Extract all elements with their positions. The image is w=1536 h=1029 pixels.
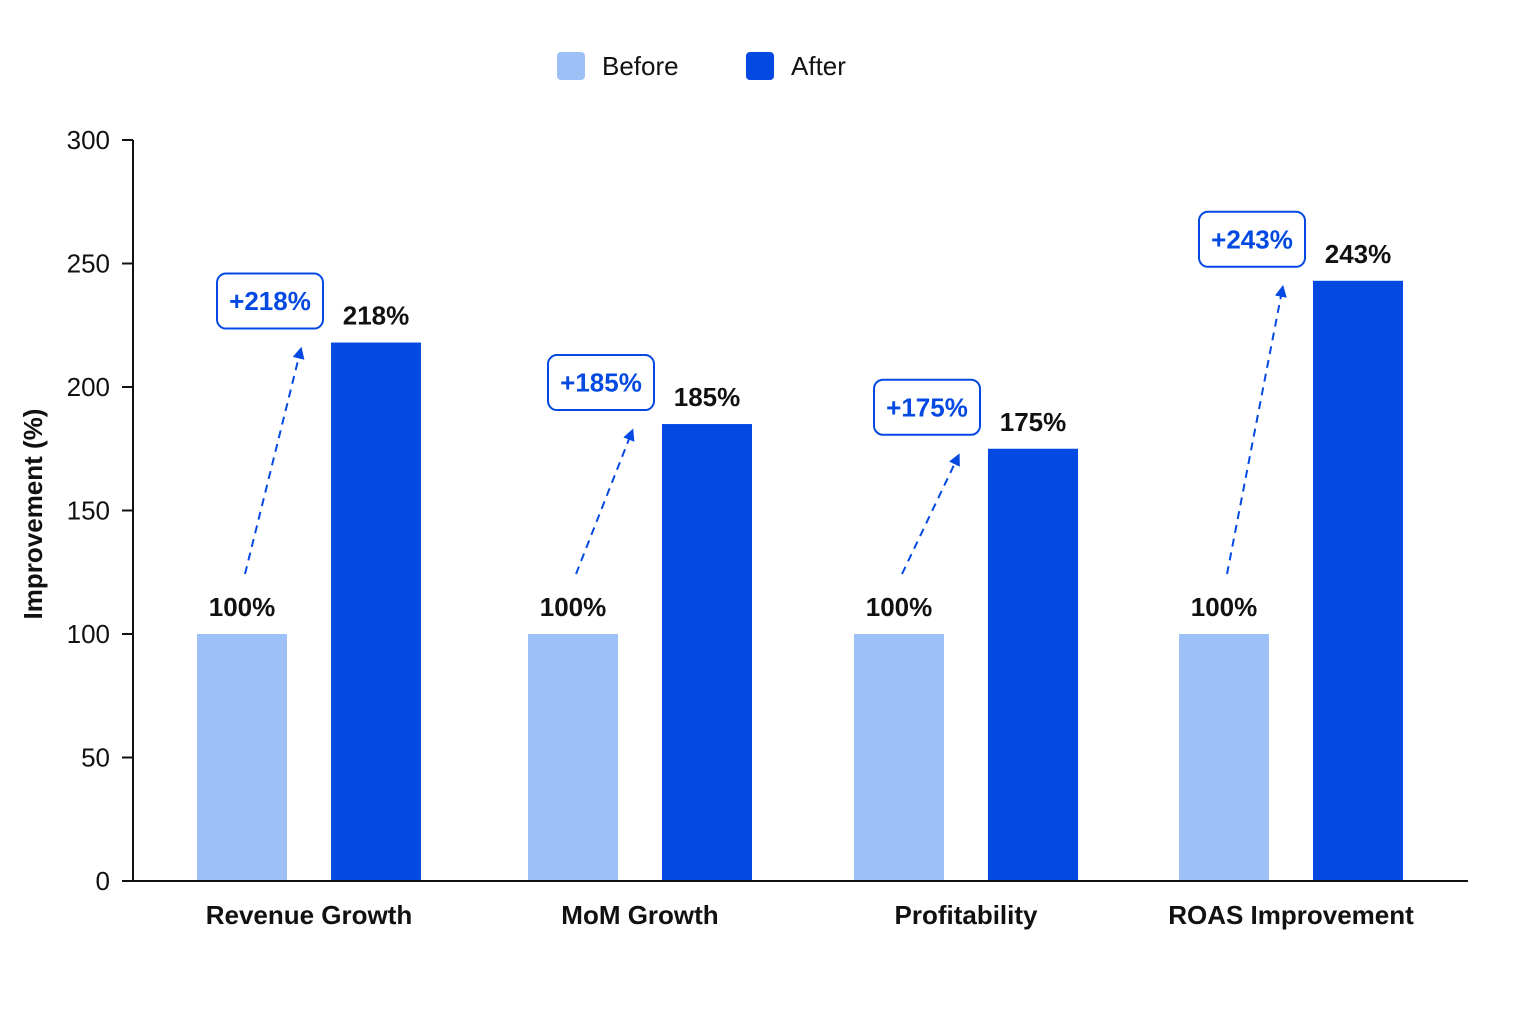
legend-swatch-after <box>746 52 774 80</box>
improvement-callout-text: +243% <box>1211 224 1293 254</box>
x-tick-label: Revenue Growth <box>206 900 413 930</box>
bar-before <box>854 634 944 881</box>
bar-before <box>528 634 618 881</box>
annotations: +218% +185% +175% +243% <box>216 210 1306 575</box>
y-tick-label: 300 <box>67 125 110 155</box>
improvement-callout <box>1198 210 1306 268</box>
value-label-after: 218% <box>343 301 410 331</box>
bar-after <box>988 448 1078 881</box>
improvement-callout-text: +218% <box>229 286 311 316</box>
improvement-arrow <box>244 346 305 575</box>
improvement-callout <box>873 378 981 436</box>
value-label-after: 175% <box>1000 407 1067 437</box>
improvement-callout <box>547 354 655 412</box>
legend-swatch-before <box>557 52 585 80</box>
bar-after <box>1313 280 1403 881</box>
x-tick-label: ROAS Improvement <box>1168 900 1414 930</box>
value-label-after: 243% <box>1325 239 1392 269</box>
improvement-callout <box>216 272 324 330</box>
y-axis-title: Improvement (%) <box>18 409 48 620</box>
legend-label-before: Before <box>602 51 679 81</box>
x-tick-label: Profitability <box>894 900 1038 930</box>
legend: Before After <box>557 51 846 81</box>
improvement-arrow <box>1226 284 1287 575</box>
x-axis: Revenue Growth MoM Growth Profitability ROA… <box>206 900 1414 930</box>
improvement-arrow <box>901 453 960 575</box>
y-axis: 0 50 100 150 200 250 300 <box>67 125 133 896</box>
value-label-after: 185% <box>674 382 741 412</box>
bar-before <box>197 634 287 881</box>
y-tick-label: 250 <box>67 249 110 279</box>
y-tick-label: 200 <box>67 372 110 402</box>
y-tick-label: 0 <box>96 866 110 896</box>
x-tick-label: MoM Growth <box>561 900 718 930</box>
value-label-before: 100% <box>209 592 276 622</box>
value-label-before: 100% <box>1191 592 1258 622</box>
legend-label-after: After <box>791 51 846 81</box>
value-label-before: 100% <box>540 592 607 622</box>
y-tick-label: 50 <box>81 743 110 773</box>
bar-before <box>1179 634 1269 881</box>
bars: 100% 218% 100% 185% 100% 175% 100% 243% <box>197 239 1403 881</box>
y-tick-label: 100 <box>67 619 110 649</box>
y-tick-label: 150 <box>67 496 110 526</box>
value-label-before: 100% <box>866 592 933 622</box>
improvement-callout-text: +185% <box>560 368 642 398</box>
bar-after <box>331 342 421 881</box>
bar-after <box>662 424 752 881</box>
improvement-arrow <box>575 428 635 575</box>
improvement-callout-text: +175% <box>886 392 968 422</box>
